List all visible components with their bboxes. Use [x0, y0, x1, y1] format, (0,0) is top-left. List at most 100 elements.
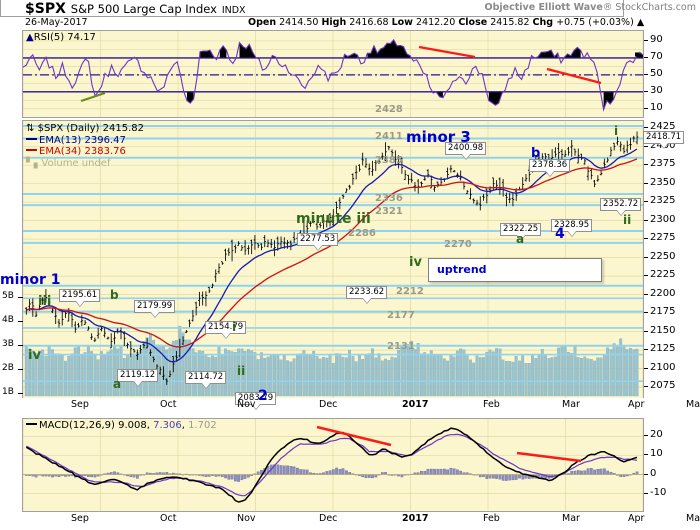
high-value: 2416.68 [349, 17, 389, 28]
macd-legend: MACD(12,26,9) 9.008, 7.306, 1.702 [26, 420, 217, 431]
date-label-Nov: Nov [237, 399, 256, 410]
price-tick-2300: 2300 [650, 213, 676, 225]
price-legend: ⇅ $SPX (Daily) 2415.82 EMA(13) 2396.47 E… [26, 123, 144, 169]
date-label-Feb: Feb [483, 399, 500, 410]
wave-label-i: i [614, 124, 619, 138]
price-tick-2225: 2225 [650, 269, 676, 281]
rsi-tick-10: 10 [650, 101, 663, 113]
open-value: 2414.50 [279, 17, 319, 28]
fib-label-2286: 2286 [348, 228, 376, 239]
rsi-tick-50: 50 [650, 67, 663, 79]
price-tick-2100: 2100 [650, 361, 676, 373]
ema34-swatch-icon [26, 149, 37, 151]
price-tick-2375: 2375 [650, 158, 676, 170]
price-tick-2175: 2175 [650, 306, 676, 318]
volume-legend-row: ▘▖Volume undef [26, 158, 144, 170]
date-axis-panel [0, 0, 624, 17]
wave-label-4: 4 [555, 226, 565, 242]
volume-tick-1B: 1B [2, 387, 14, 397]
price-tickmark [644, 201, 648, 203]
ema13-legend-row: EMA(13) 2396.47 [26, 135, 144, 147]
macd-swatch-icon [26, 423, 37, 425]
date-label-May: May [686, 513, 700, 524]
volume-tickmark [18, 297, 23, 298]
volume-legend-text: Volume undef [41, 157, 111, 169]
price-tickmark [644, 182, 648, 184]
wave-label-iv: iv [409, 255, 422, 270]
fib-label-2321: 2321 [375, 206, 403, 217]
wave-label-minor-1: minor 1 [0, 272, 61, 288]
price-tickmark [644, 275, 648, 277]
macd-tick-0: 0 [650, 467, 657, 479]
low-label: Low [391, 17, 413, 28]
price-tick-2350: 2350 [650, 176, 676, 188]
macd-value: 9.008 [118, 420, 147, 431]
macd-tickmark [644, 454, 648, 456]
callout-2114.72: 2114.72 [185, 371, 227, 389]
rsi-plot [23, 31, 643, 117]
price-tick-2250: 2250 [650, 250, 676, 262]
chg-label: Chg [532, 17, 554, 28]
chart-header: $SPX S&P 500 Large Cap Index INDX 26-May… [0, 0, 700, 30]
price-tickmark [644, 293, 648, 295]
callout-2179.99: 2179.99 [134, 300, 176, 318]
volume-tick-3B: 3B [2, 339, 14, 349]
macd-tick-10: 10 [650, 448, 663, 460]
callout-2378.36: 2378.36 [529, 159, 571, 177]
chg-up-arrow-icon: ▲ [636, 17, 645, 28]
symbol-name: S&P 500 Large Cap Index [70, 2, 217, 16]
date-label-Sep: Sep [71, 513, 89, 524]
callout-2418.71: 2418.71 [643, 131, 685, 149]
callout-2400.98: 2400.98 [445, 142, 487, 160]
rsi-legend: ▲RSI(5) 74.17 [26, 32, 96, 43]
price-tickmark [644, 256, 648, 258]
callout-2328.95: 2328.95 [551, 219, 593, 237]
wave-label-iii: iii [38, 294, 52, 309]
price-tickmark [644, 312, 648, 314]
macd-signal-value: 7.306 [153, 420, 182, 431]
symbol-ticker: $SPX [25, 1, 66, 17]
fib-label-2411: 2411 [375, 131, 403, 142]
date-label-Sep: Sep [71, 399, 89, 410]
date-label-Feb: Feb [483, 513, 500, 524]
price-tick-2075: 2075 [650, 380, 676, 392]
price-tick-2200: 2200 [650, 287, 676, 299]
symbol-exchange: INDX [221, 5, 246, 16]
rsi-tickmark [644, 90, 648, 92]
callout-2322.25: 2322.25 [500, 223, 542, 241]
date-label-2017: 2017 [402, 513, 429, 524]
ohlc-quote-bar: Open 2414.50 High 2416.68 Low 2412.20 Cl… [248, 17, 644, 28]
price-legend-title-row: ⇅ $SPX (Daily) 2415.82 [26, 123, 144, 135]
macd-legend-text: MACD(12,26,9) [39, 420, 119, 431]
fib-label-2385: 2385 [375, 155, 403, 166]
date-label-2017: 2017 [402, 399, 429, 410]
date-label-Dec: Dec [319, 399, 338, 410]
uptrend-textbox[interactable]: uptrend [428, 258, 602, 282]
price-tickmark [644, 386, 648, 388]
volume-tickmark [18, 345, 23, 346]
price-legend-title: $SPX (Daily) 2415.82 [37, 123, 144, 134]
fib-label-2212: 2212 [396, 286, 424, 297]
price-tickmark [644, 330, 648, 332]
price-tickmark [644, 219, 648, 221]
rsi-tickmark [644, 56, 648, 58]
date-label-Dec: Dec [319, 513, 338, 524]
symbol-title: $SPX S&P 500 Large Cap Index INDX [25, 1, 246, 17]
rsi-panel [22, 30, 644, 118]
mountain-icon: ▲ [26, 32, 34, 43]
uptrend-label: uptrend [437, 263, 487, 276]
price-tickmark [644, 238, 648, 240]
wave-label-b: b [110, 288, 119, 302]
fib-label-2131: 2131 [387, 341, 415, 352]
volume-tick-2B: 2B [2, 363, 14, 373]
fib-label-2428: 2428 [375, 104, 403, 115]
wave-label-2: 2 [258, 388, 268, 404]
price-tick-2275: 2275 [650, 232, 676, 244]
volume-tickmark [18, 369, 23, 370]
open-label: Open [248, 17, 277, 28]
price-tickmark [644, 349, 648, 351]
price-tick-2325: 2325 [650, 195, 676, 207]
date-label-Mar: Mar [562, 513, 580, 524]
date-label-Oct: Oct [160, 399, 177, 410]
close-label: Close [458, 17, 488, 28]
